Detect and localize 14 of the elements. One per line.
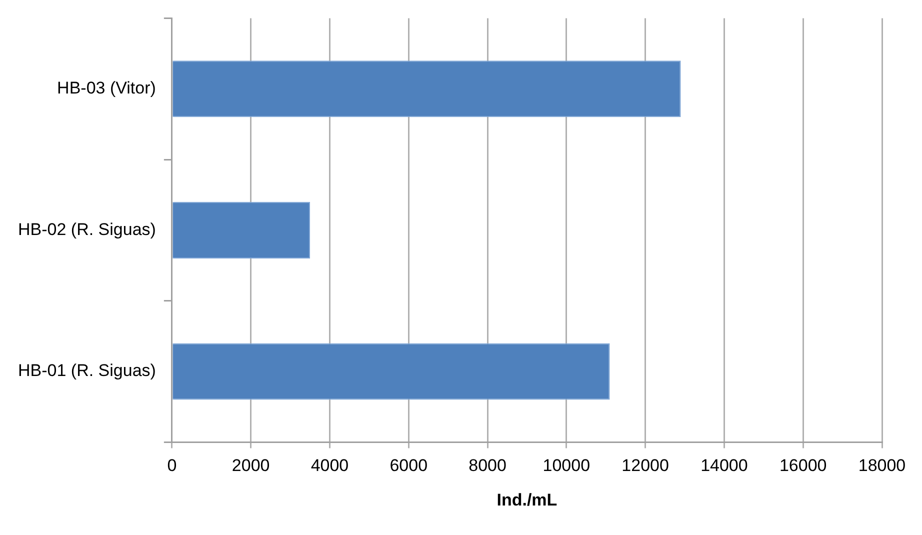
- x-tick-label: 18000: [858, 456, 906, 476]
- y-tick-label: HB-03 (Vitor): [57, 78, 156, 98]
- x-tick-label: 10000: [542, 456, 590, 476]
- x-tick-label: 4000: [310, 456, 349, 476]
- x-tick-label: 6000: [390, 456, 428, 476]
- y-tick-label: HB-02 (R. Siguas): [18, 220, 156, 239]
- y-tick-label: HB-01 (R. Siguas): [18, 361, 156, 380]
- x-tick-label: 16000: [779, 456, 827, 476]
- x-tick-label: 0: [167, 456, 177, 476]
- x-axis-title: Ind./mL: [496, 490, 558, 510]
- x-tick-label: 8000: [468, 456, 506, 476]
- x-tick-label: 2000: [232, 456, 270, 476]
- x-tick-label: 12000: [622, 456, 669, 476]
- x-tick-label: 14000: [700, 456, 748, 476]
